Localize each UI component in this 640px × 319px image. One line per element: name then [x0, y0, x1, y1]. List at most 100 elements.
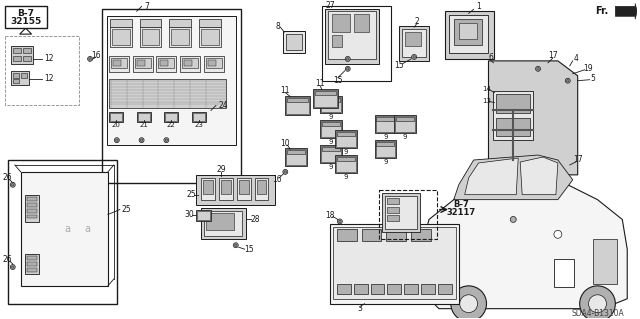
- Bar: [396, 116, 415, 132]
- Bar: [322, 6, 391, 81]
- Circle shape: [554, 230, 562, 238]
- Bar: [27, 209, 36, 212]
- Text: 9: 9: [344, 174, 348, 180]
- Bar: [497, 118, 530, 136]
- Text: 2: 2: [415, 17, 419, 26]
- Bar: [337, 132, 355, 136]
- Circle shape: [346, 68, 349, 70]
- Text: 20: 20: [111, 122, 120, 128]
- Bar: [201, 208, 246, 239]
- Text: 1: 1: [476, 2, 481, 11]
- Bar: [322, 147, 340, 151]
- Bar: [137, 112, 150, 122]
- Text: 14: 14: [482, 85, 491, 92]
- Circle shape: [165, 139, 168, 141]
- Text: 9: 9: [383, 159, 388, 165]
- Circle shape: [339, 220, 341, 223]
- Bar: [376, 141, 396, 157]
- Bar: [132, 56, 152, 72]
- Bar: [445, 11, 495, 59]
- Bar: [172, 29, 189, 45]
- Text: 9: 9: [329, 164, 333, 170]
- Bar: [354, 284, 367, 294]
- Bar: [287, 150, 305, 154]
- Bar: [13, 48, 20, 53]
- Bar: [159, 58, 174, 68]
- Bar: [111, 58, 127, 68]
- Bar: [335, 155, 356, 173]
- Bar: [138, 114, 150, 121]
- Bar: [25, 254, 38, 274]
- Bar: [193, 114, 205, 121]
- Bar: [109, 56, 129, 72]
- Bar: [201, 29, 219, 45]
- Bar: [237, 178, 251, 200]
- Text: 22: 22: [167, 122, 176, 128]
- Bar: [161, 60, 168, 66]
- Bar: [387, 216, 399, 221]
- Circle shape: [566, 79, 569, 82]
- Text: Fr.: Fr.: [595, 6, 608, 16]
- Circle shape: [233, 243, 238, 248]
- Circle shape: [12, 266, 14, 268]
- Text: B-7: B-7: [17, 9, 34, 18]
- Bar: [11, 71, 29, 85]
- Text: 27: 27: [325, 1, 335, 10]
- Text: 9: 9: [344, 149, 348, 155]
- Bar: [449, 15, 488, 53]
- Bar: [394, 115, 416, 133]
- Bar: [328, 11, 376, 59]
- Bar: [374, 140, 396, 158]
- Bar: [141, 29, 159, 45]
- Text: 4: 4: [573, 55, 578, 63]
- Bar: [374, 115, 396, 133]
- Bar: [313, 89, 338, 108]
- Bar: [255, 178, 268, 200]
- Bar: [438, 284, 452, 294]
- Bar: [385, 196, 417, 229]
- Bar: [454, 19, 481, 45]
- Circle shape: [537, 68, 540, 70]
- Bar: [387, 229, 406, 241]
- Circle shape: [284, 171, 287, 173]
- Bar: [411, 229, 431, 241]
- Bar: [140, 19, 161, 27]
- Bar: [322, 122, 340, 126]
- Bar: [182, 58, 198, 68]
- Circle shape: [40, 176, 44, 180]
- Bar: [387, 207, 399, 212]
- Bar: [371, 284, 385, 294]
- Circle shape: [283, 169, 288, 174]
- Text: 6: 6: [488, 53, 493, 63]
- Bar: [11, 46, 33, 64]
- Circle shape: [139, 138, 144, 143]
- Circle shape: [510, 217, 516, 222]
- Text: 16: 16: [91, 51, 101, 60]
- Bar: [336, 156, 356, 172]
- Bar: [20, 172, 108, 286]
- Circle shape: [346, 58, 349, 60]
- Bar: [27, 256, 36, 260]
- Bar: [137, 60, 145, 66]
- Bar: [165, 114, 177, 121]
- Text: 15: 15: [394, 61, 404, 70]
- Bar: [170, 19, 191, 27]
- Bar: [493, 91, 533, 140]
- Bar: [376, 117, 394, 121]
- Circle shape: [413, 56, 415, 58]
- Bar: [110, 114, 122, 121]
- Bar: [5, 6, 47, 28]
- Circle shape: [536, 66, 541, 71]
- Bar: [184, 60, 192, 66]
- Polygon shape: [465, 158, 518, 195]
- Bar: [285, 96, 310, 115]
- Bar: [197, 211, 210, 220]
- Circle shape: [116, 139, 118, 141]
- Bar: [199, 27, 221, 47]
- Text: 11: 11: [316, 79, 324, 88]
- Bar: [593, 239, 618, 284]
- Bar: [285, 148, 307, 166]
- Bar: [337, 157, 355, 161]
- Bar: [110, 27, 132, 47]
- Bar: [383, 193, 420, 232]
